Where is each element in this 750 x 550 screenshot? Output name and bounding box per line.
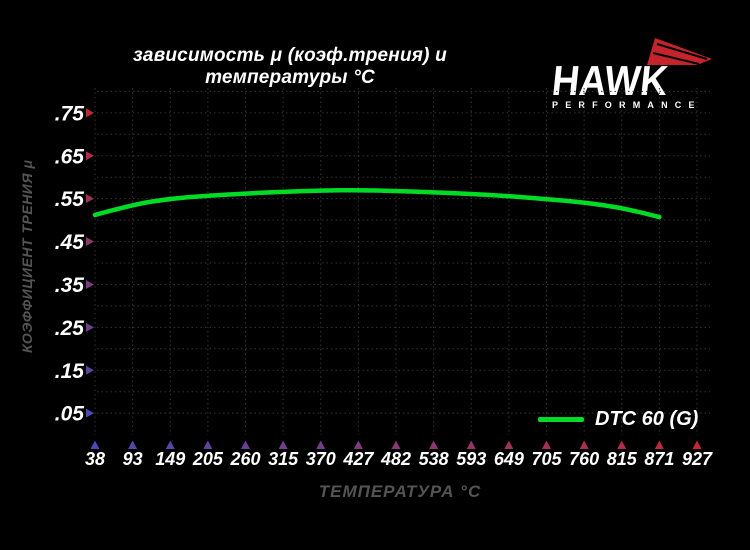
y-tick-arrow bbox=[86, 108, 94, 118]
x-tick-label: 927 bbox=[682, 449, 713, 469]
y-tick-arrow bbox=[86, 151, 94, 161]
x-tick-label: 93 bbox=[123, 449, 143, 469]
y-tick-arrow bbox=[86, 365, 94, 375]
x-tick-label: 315 bbox=[268, 449, 299, 469]
legend: DTC 60 (G) bbox=[538, 408, 698, 431]
x-tick-label: 260 bbox=[229, 449, 260, 469]
y-tick-label: .05 bbox=[55, 403, 85, 426]
x-tick-label: 593 bbox=[456, 449, 486, 469]
x-tick-arrow bbox=[579, 440, 589, 449]
hawk-wing-icon bbox=[647, 38, 712, 65]
x-tick-arrow bbox=[203, 440, 213, 449]
x-tick-label: 705 bbox=[531, 449, 562, 469]
x-axis-title: ТЕМПЕРАТУРА °C bbox=[318, 482, 482, 501]
x-tick-arrow bbox=[128, 440, 138, 449]
x-tick-arrow bbox=[466, 440, 476, 449]
x-tick-arrow bbox=[278, 440, 288, 449]
x-tick-label: 482 bbox=[380, 449, 411, 469]
x-tick-arrow bbox=[504, 440, 514, 449]
x-tick-label: 149 bbox=[155, 449, 185, 469]
legend-line-swatch bbox=[538, 417, 584, 422]
y-tick-label: .55 bbox=[55, 188, 85, 211]
y-tick-label: .45 bbox=[55, 231, 85, 254]
legend-label: DTC 60 (G) bbox=[595, 408, 699, 430]
x-tick-label: 538 bbox=[419, 449, 449, 469]
y-tick-label: .35 bbox=[55, 274, 85, 297]
y-tick-arrow bbox=[86, 408, 94, 418]
x-tick-label: 815 bbox=[607, 449, 638, 469]
x-tick-arrow bbox=[353, 440, 363, 449]
x-tick-label: 38 bbox=[85, 449, 105, 469]
x-tick-arrow bbox=[617, 440, 627, 449]
x-tick-arrow bbox=[165, 440, 175, 449]
series-line-dtc60 bbox=[92, 187, 662, 220]
x-tick-label: 649 bbox=[494, 449, 524, 469]
x-tick-arrow bbox=[316, 440, 326, 449]
y-tick-label: .25 bbox=[55, 317, 85, 340]
x-tick-arrow bbox=[391, 440, 401, 449]
y-tick-label: .75 bbox=[55, 102, 85, 125]
x-tick-label: 205 bbox=[192, 449, 224, 469]
y-tick-arrow bbox=[86, 237, 94, 247]
x-tick-label: 427 bbox=[342, 449, 374, 469]
x-tick-arrow bbox=[654, 440, 664, 449]
x-tick-arrow bbox=[90, 440, 100, 449]
y-tick-label: .15 bbox=[55, 360, 85, 383]
x-tick-label: 760 bbox=[569, 449, 599, 469]
y-tick-arrow bbox=[86, 279, 94, 289]
chart-title: зависимость μ (коэф.трения) и температур… bbox=[133, 45, 447, 88]
x-tick-arrow bbox=[429, 440, 439, 449]
x-tick-arrow bbox=[241, 440, 250, 449]
y-tick-label: .65 bbox=[55, 145, 85, 168]
x-tick-label: 871 bbox=[644, 449, 674, 469]
x-tick-label: 370 bbox=[306, 449, 336, 469]
x-tick-arrow bbox=[542, 440, 551, 449]
x-tick-arrow bbox=[692, 440, 702, 449]
hawk-logo: HAWK PERFORMANCE bbox=[550, 30, 745, 110]
hawk-performance-text: PERFORMANCE bbox=[552, 100, 702, 110]
y-tick-arrow bbox=[86, 322, 94, 332]
y-tick-arrow bbox=[86, 194, 94, 204]
